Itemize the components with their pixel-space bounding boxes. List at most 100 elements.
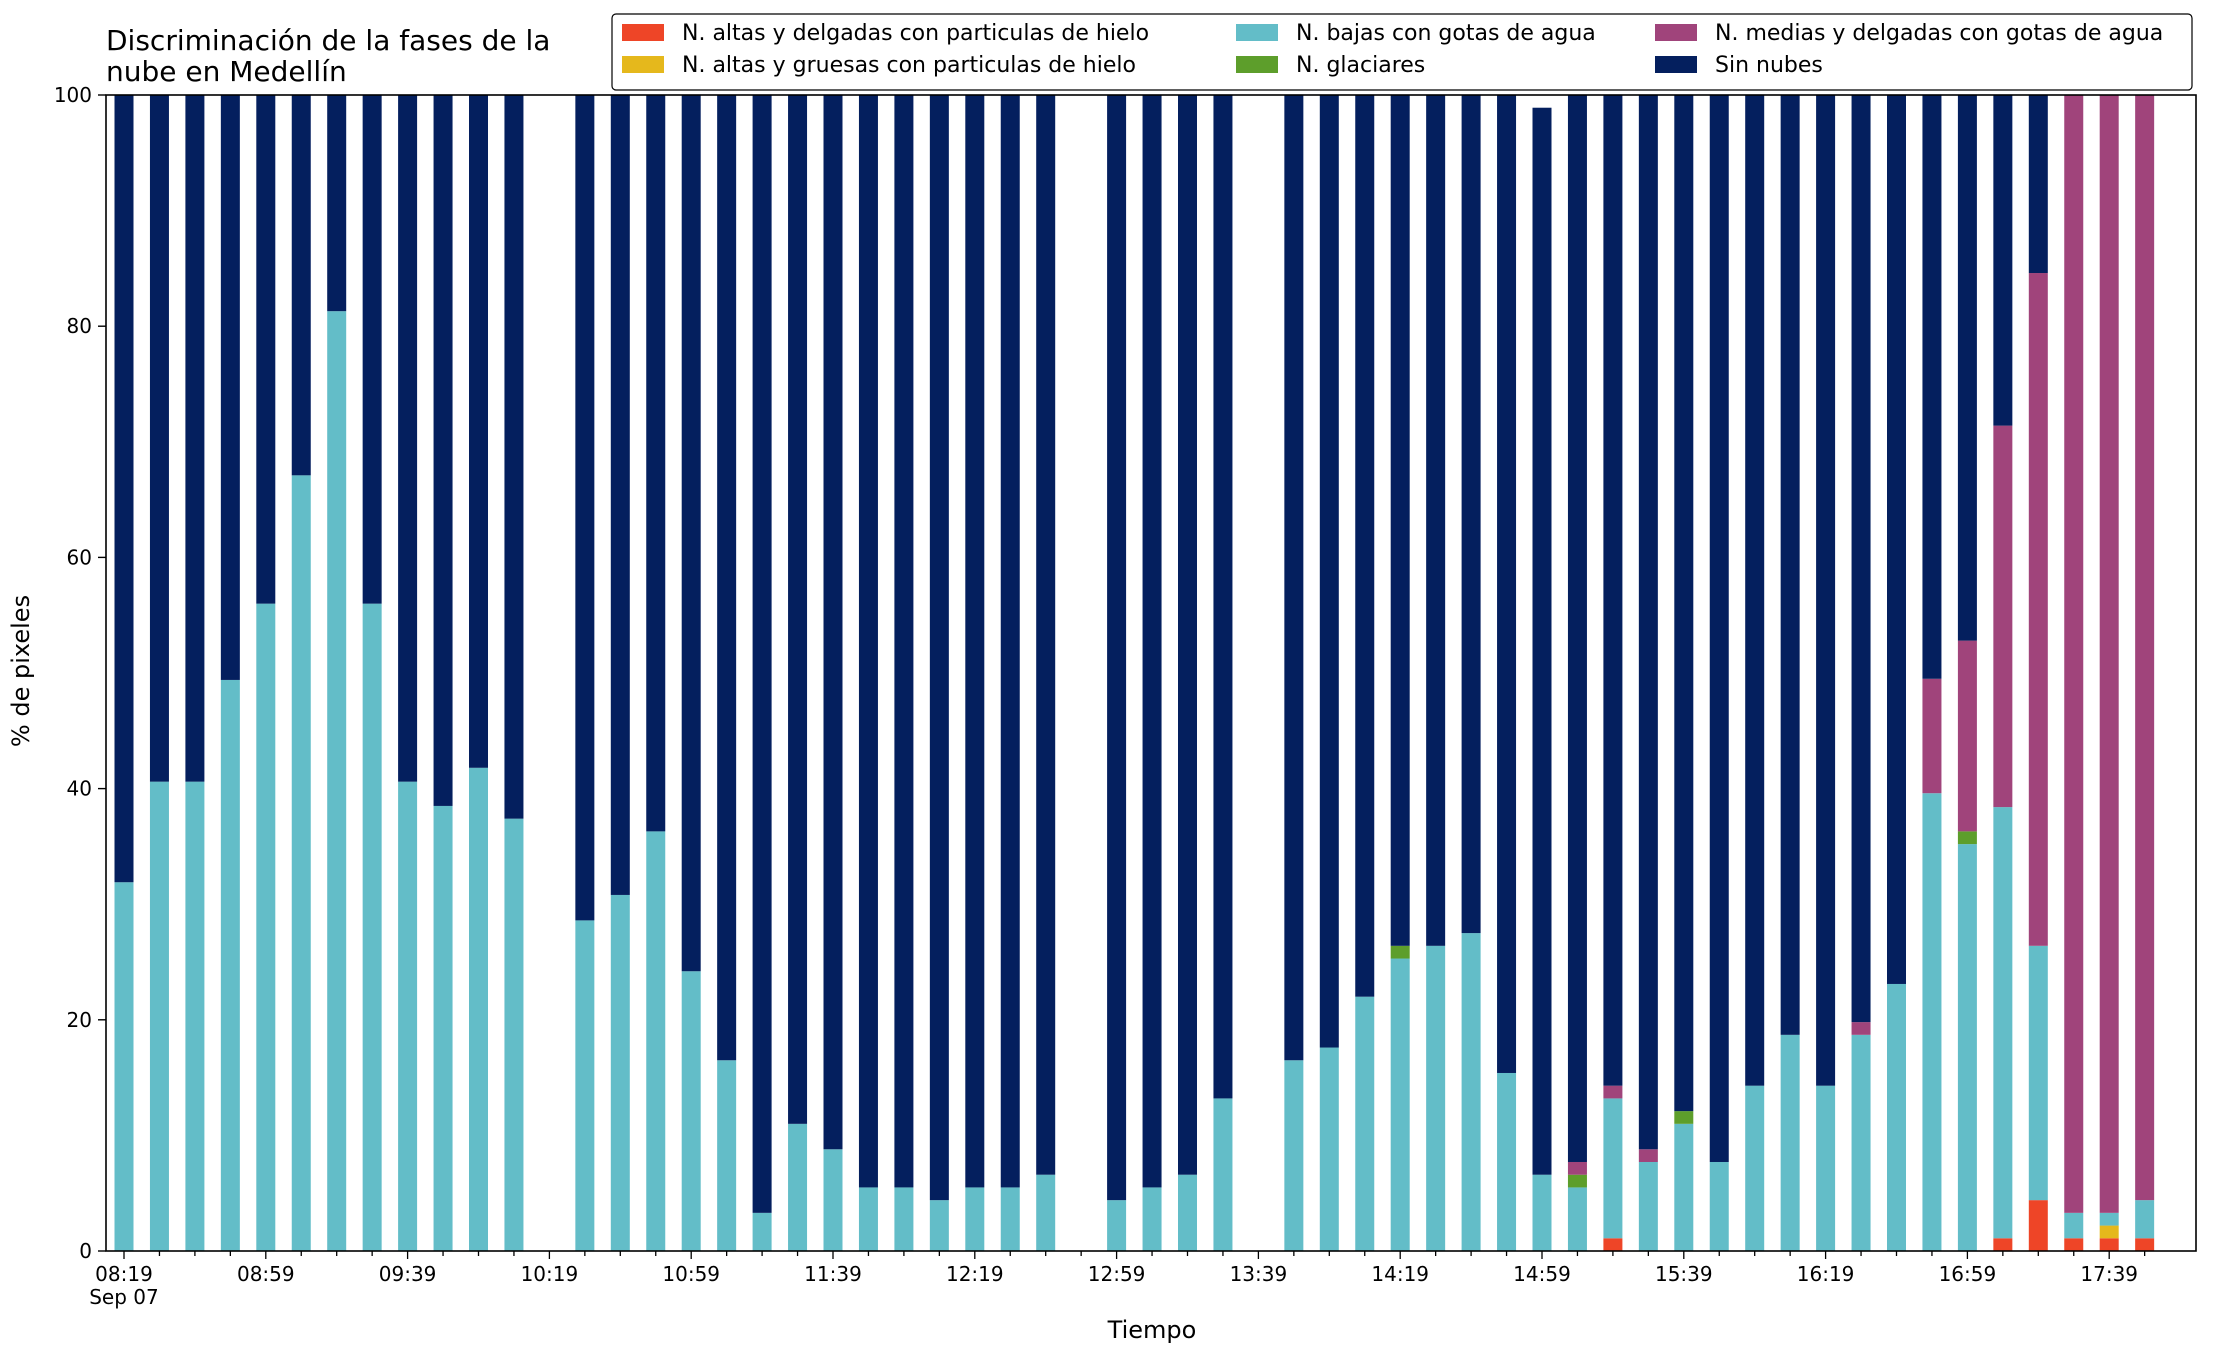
legend-label: N. bajas con gotas de agua <box>1296 21 1596 46</box>
bar-segment-5 <box>1922 95 1942 679</box>
bar-segment-5 <box>1745 95 1765 1086</box>
bar-segment-0 <box>1993 1238 2013 1251</box>
bar-segment-5 <box>1887 95 1906 984</box>
bar-segment-5 <box>1993 95 2013 426</box>
bar-segment-2 <box>646 831 666 1251</box>
bar-segment-2 <box>752 1212 772 1251</box>
bar-segment-2 <box>1745 1085 1765 1251</box>
bar-segment-2 <box>1993 807 2013 1239</box>
bar-segment-2 <box>256 603 276 1251</box>
bar-segment-5 <box>1851 95 1871 1023</box>
bar-segment-2 <box>149 781 169 1251</box>
bar-segment-5 <box>752 95 772 1213</box>
bar-segment-2 <box>185 781 205 1251</box>
bar-segment-2 <box>1142 1187 1162 1251</box>
x-tick-label: 17:39 <box>2080 1262 2138 1286</box>
bar-segment-2 <box>291 475 311 1251</box>
bar-segment-2 <box>1532 1174 1552 1251</box>
bar-segment-2 <box>1674 1123 1694 1251</box>
bar-segment-3 <box>1674 1111 1694 1124</box>
bar-segment-2 <box>1107 1200 1127 1251</box>
bar-segment-0 <box>1603 1238 1623 1251</box>
bar-segment-2 <box>1887 983 1906 1251</box>
bar-segment-2 <box>788 1123 808 1251</box>
bar-segment-5 <box>1532 107 1552 1175</box>
bar-segment-5 <box>1497 95 1517 1073</box>
bar-segment-2 <box>1390 958 1410 1251</box>
bar-segment-5 <box>256 95 276 604</box>
bar-segment-2 <box>894 1187 914 1251</box>
y-tick-label: 100 <box>54 83 92 107</box>
bar-segment-5 <box>362 95 382 604</box>
bar-segment-5 <box>2028 95 2048 274</box>
bars-layer <box>114 95 2155 1251</box>
bar-segment-2 <box>504 818 524 1251</box>
bar-segment-5 <box>575 95 595 921</box>
bar-segment-5 <box>433 95 453 806</box>
bar-segment-2 <box>1709 1161 1729 1251</box>
bar-segment-2 <box>1851 1034 1871 1251</box>
y-tick-label: 0 <box>79 1239 92 1263</box>
bar-segment-2 <box>965 1187 985 1251</box>
bar-segment-2 <box>433 805 453 1251</box>
bar-segment-2 <box>1922 793 1942 1251</box>
bar-segment-2 <box>575 920 595 1251</box>
legend-box <box>611 13 2193 91</box>
bar-segment-2 <box>327 311 347 1251</box>
bar-segment-4 <box>1638 1149 1658 1162</box>
bar-segment-2 <box>1780 1034 1800 1251</box>
y-axis: 0 20 40 60 80 100 <box>54 83 106 1263</box>
bar-segment-5 <box>1461 95 1481 934</box>
bar-segment-5 <box>858 95 878 1188</box>
bar-segment-2 <box>2064 1212 2084 1239</box>
bar-segment-4 <box>2064 95 2084 1213</box>
bar-segment-4 <box>1957 640 1977 832</box>
bar-segment-5 <box>185 95 205 782</box>
bar-segment-2 <box>2099 1212 2119 1226</box>
x-tick-label: 12:59 <box>1088 1262 1146 1286</box>
bar-segment-2 <box>858 1187 878 1251</box>
bar-segment-5 <box>1780 95 1800 1035</box>
bar-segment-5 <box>469 95 488 768</box>
x-tick-label: 14:59 <box>1513 1262 1571 1286</box>
bar-segment-2 <box>1355 996 1375 1251</box>
bar-segment-5 <box>220 95 240 680</box>
bar-segment-2 <box>114 882 134 1251</box>
bar-segment-5 <box>291 95 311 476</box>
bar-segment-4 <box>2099 95 2119 1213</box>
bar-segment-2 <box>1036 1174 1056 1251</box>
bar-segment-2 <box>610 894 630 1251</box>
y-tick-label: 40 <box>67 777 92 801</box>
bar-segment-5 <box>646 95 666 832</box>
bar-segment-2 <box>1957 844 1977 1251</box>
legend-label: N. glaciares <box>1296 53 1425 78</box>
bar-segment-2 <box>1638 1161 1658 1251</box>
legend-label: Sin nubes <box>1715 53 1823 78</box>
x-tick-label: 09:39 <box>379 1262 437 1286</box>
legend-label: N. medias y delgadas con gotas de agua <box>1715 21 2163 46</box>
bar-segment-5 <box>1603 95 1623 1086</box>
bar-segment-1 <box>2099 1225 2119 1239</box>
x-tick-label: 08:19 <box>95 1262 153 1286</box>
x-axis-label: Tiempo <box>1107 1316 1197 1344</box>
bar-segment-5 <box>1036 95 1056 1175</box>
x-tick-label: 16:19 <box>1797 1262 1855 1286</box>
bar-segment-5 <box>1638 95 1658 1150</box>
plot-area-frame <box>105 94 2197 1252</box>
bar-segment-2 <box>717 1060 737 1251</box>
bar-segment-5 <box>1319 95 1339 1048</box>
chart-title-line: nube en Medellín <box>106 55 347 88</box>
chart-title-line: Discriminación de la fases de la <box>106 24 550 57</box>
bar-segment-5 <box>1284 95 1304 1061</box>
bar-segment-2 <box>362 603 382 1251</box>
bar-segment-5 <box>788 95 808 1124</box>
bar-segment-4 <box>2135 95 2155 1201</box>
bar-segment-2 <box>2135 1200 2155 1239</box>
bar-segment-2 <box>1497 1072 1517 1251</box>
bar-segment-2 <box>681 971 701 1251</box>
x-tick-label: 15:39 <box>1655 1262 1713 1286</box>
legend-swatch <box>622 56 664 73</box>
bar-segment-5 <box>1000 95 1020 1188</box>
